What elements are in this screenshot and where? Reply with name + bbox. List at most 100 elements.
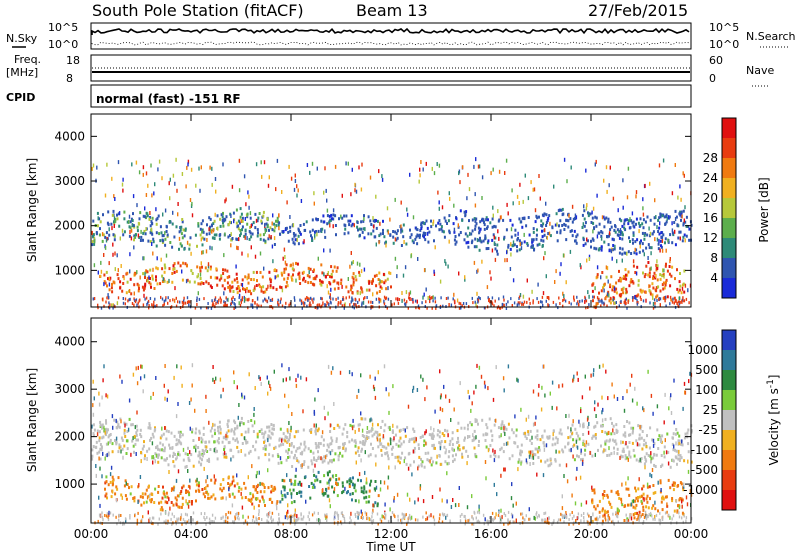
echo-cell — [581, 299, 583, 303]
echo-cell — [561, 506, 564, 511]
echo-cell — [282, 256, 284, 261]
echo-cell — [575, 215, 578, 220]
echo-cell — [464, 232, 467, 236]
freq-panel — [90, 54, 692, 82]
echo-cell — [159, 441, 162, 445]
echo-cell — [241, 278, 244, 282]
echo-cell — [657, 247, 660, 251]
echo-cell — [645, 452, 648, 456]
echo-cell — [664, 438, 666, 443]
echo-cell — [474, 437, 477, 441]
echo-cell — [659, 303, 661, 308]
echo-cell — [201, 458, 203, 462]
echo-cell — [243, 436, 246, 441]
echo-cell — [394, 465, 396, 470]
echo-cell — [585, 500, 588, 505]
echo-cell — [534, 220, 537, 224]
echo-cell — [281, 494, 284, 497]
echo-cell — [370, 280, 373, 284]
echo-cell — [259, 233, 262, 237]
echo-cell — [129, 492, 132, 496]
echo-cell — [169, 446, 171, 450]
echo-cell — [289, 433, 291, 436]
echo-cell — [219, 296, 221, 300]
echo-cell — [445, 394, 447, 399]
echo-cell — [429, 300, 431, 304]
echo-cell — [101, 436, 104, 440]
echo-cell — [669, 284, 672, 288]
echo-cell — [327, 302, 329, 306]
echo-cell — [502, 218, 505, 222]
echo-cell — [226, 520, 229, 524]
echo-cell — [146, 449, 149, 453]
echo-cell — [438, 200, 440, 205]
echo-cell — [267, 438, 269, 443]
echo-cell — [143, 440, 145, 444]
echo-cell — [329, 248, 331, 253]
y-tick-label: 1000 — [54, 263, 85, 277]
echo-cell — [487, 218, 489, 222]
echo-cell — [422, 377, 424, 382]
echo-cell — [384, 423, 387, 427]
echo-cell — [180, 365, 182, 370]
echo-cell — [290, 494, 293, 499]
echo-cell — [552, 432, 554, 437]
echo-cell — [651, 282, 654, 286]
echo-cell — [243, 295, 245, 299]
echo-cell — [219, 431, 222, 435]
echo-cell — [589, 386, 591, 391]
echo-cell — [287, 456, 289, 459]
echo-cell — [291, 412, 293, 416]
echo-cell — [467, 423, 469, 427]
echo-cell — [682, 235, 685, 239]
echo-cell — [486, 519, 488, 523]
echo-cell — [241, 283, 244, 287]
echo-cell — [516, 245, 518, 249]
echo-cell — [586, 203, 588, 208]
echo-cell — [123, 444, 126, 448]
echo-cell — [593, 434, 596, 438]
echo-cell — [385, 446, 388, 450]
echo-cell — [682, 209, 685, 213]
echo-cell — [651, 232, 654, 236]
echo-cell — [184, 465, 187, 469]
echo-cell — [321, 227, 324, 231]
echo-cell — [591, 485, 593, 490]
echo-cell — [547, 216, 550, 220]
echo-cell — [650, 393, 653, 398]
echo-cell — [230, 301, 232, 305]
echo-cell — [306, 274, 309, 278]
echo-cell — [414, 500, 416, 505]
echo-cell — [119, 374, 121, 379]
echo-cell — [409, 497, 411, 502]
echo-cell — [329, 306, 331, 310]
echo-cell — [287, 503, 289, 508]
echo-cell — [271, 511, 274, 515]
echo-cell — [664, 222, 667, 226]
echo-cell — [269, 226, 272, 230]
echo-cell — [626, 218, 628, 222]
echo-cell — [234, 438, 237, 442]
echo-cell — [683, 299, 686, 303]
echo-cell — [333, 265, 336, 269]
echo-cell — [671, 265, 674, 269]
echo-cell — [377, 370, 379, 375]
echo-cell — [350, 511, 352, 516]
echo-cell — [350, 214, 353, 218]
echo-cell — [383, 445, 386, 449]
echo-cell — [601, 410, 603, 415]
echo-cell — [477, 268, 479, 273]
echo-cell — [229, 448, 232, 452]
echo-cell — [181, 172, 184, 176]
echo-cell — [401, 298, 403, 303]
echo-cell — [186, 240, 189, 245]
echo-cell — [116, 273, 119, 277]
echo-cell — [423, 465, 426, 469]
echo-cell — [108, 261, 110, 266]
echo-cell — [156, 304, 158, 308]
echo-cell — [289, 478, 292, 482]
echo-cell — [326, 284, 328, 289]
echo-cell — [582, 424, 585, 428]
echo-cell — [395, 232, 398, 236]
echo-cell — [669, 465, 672, 469]
